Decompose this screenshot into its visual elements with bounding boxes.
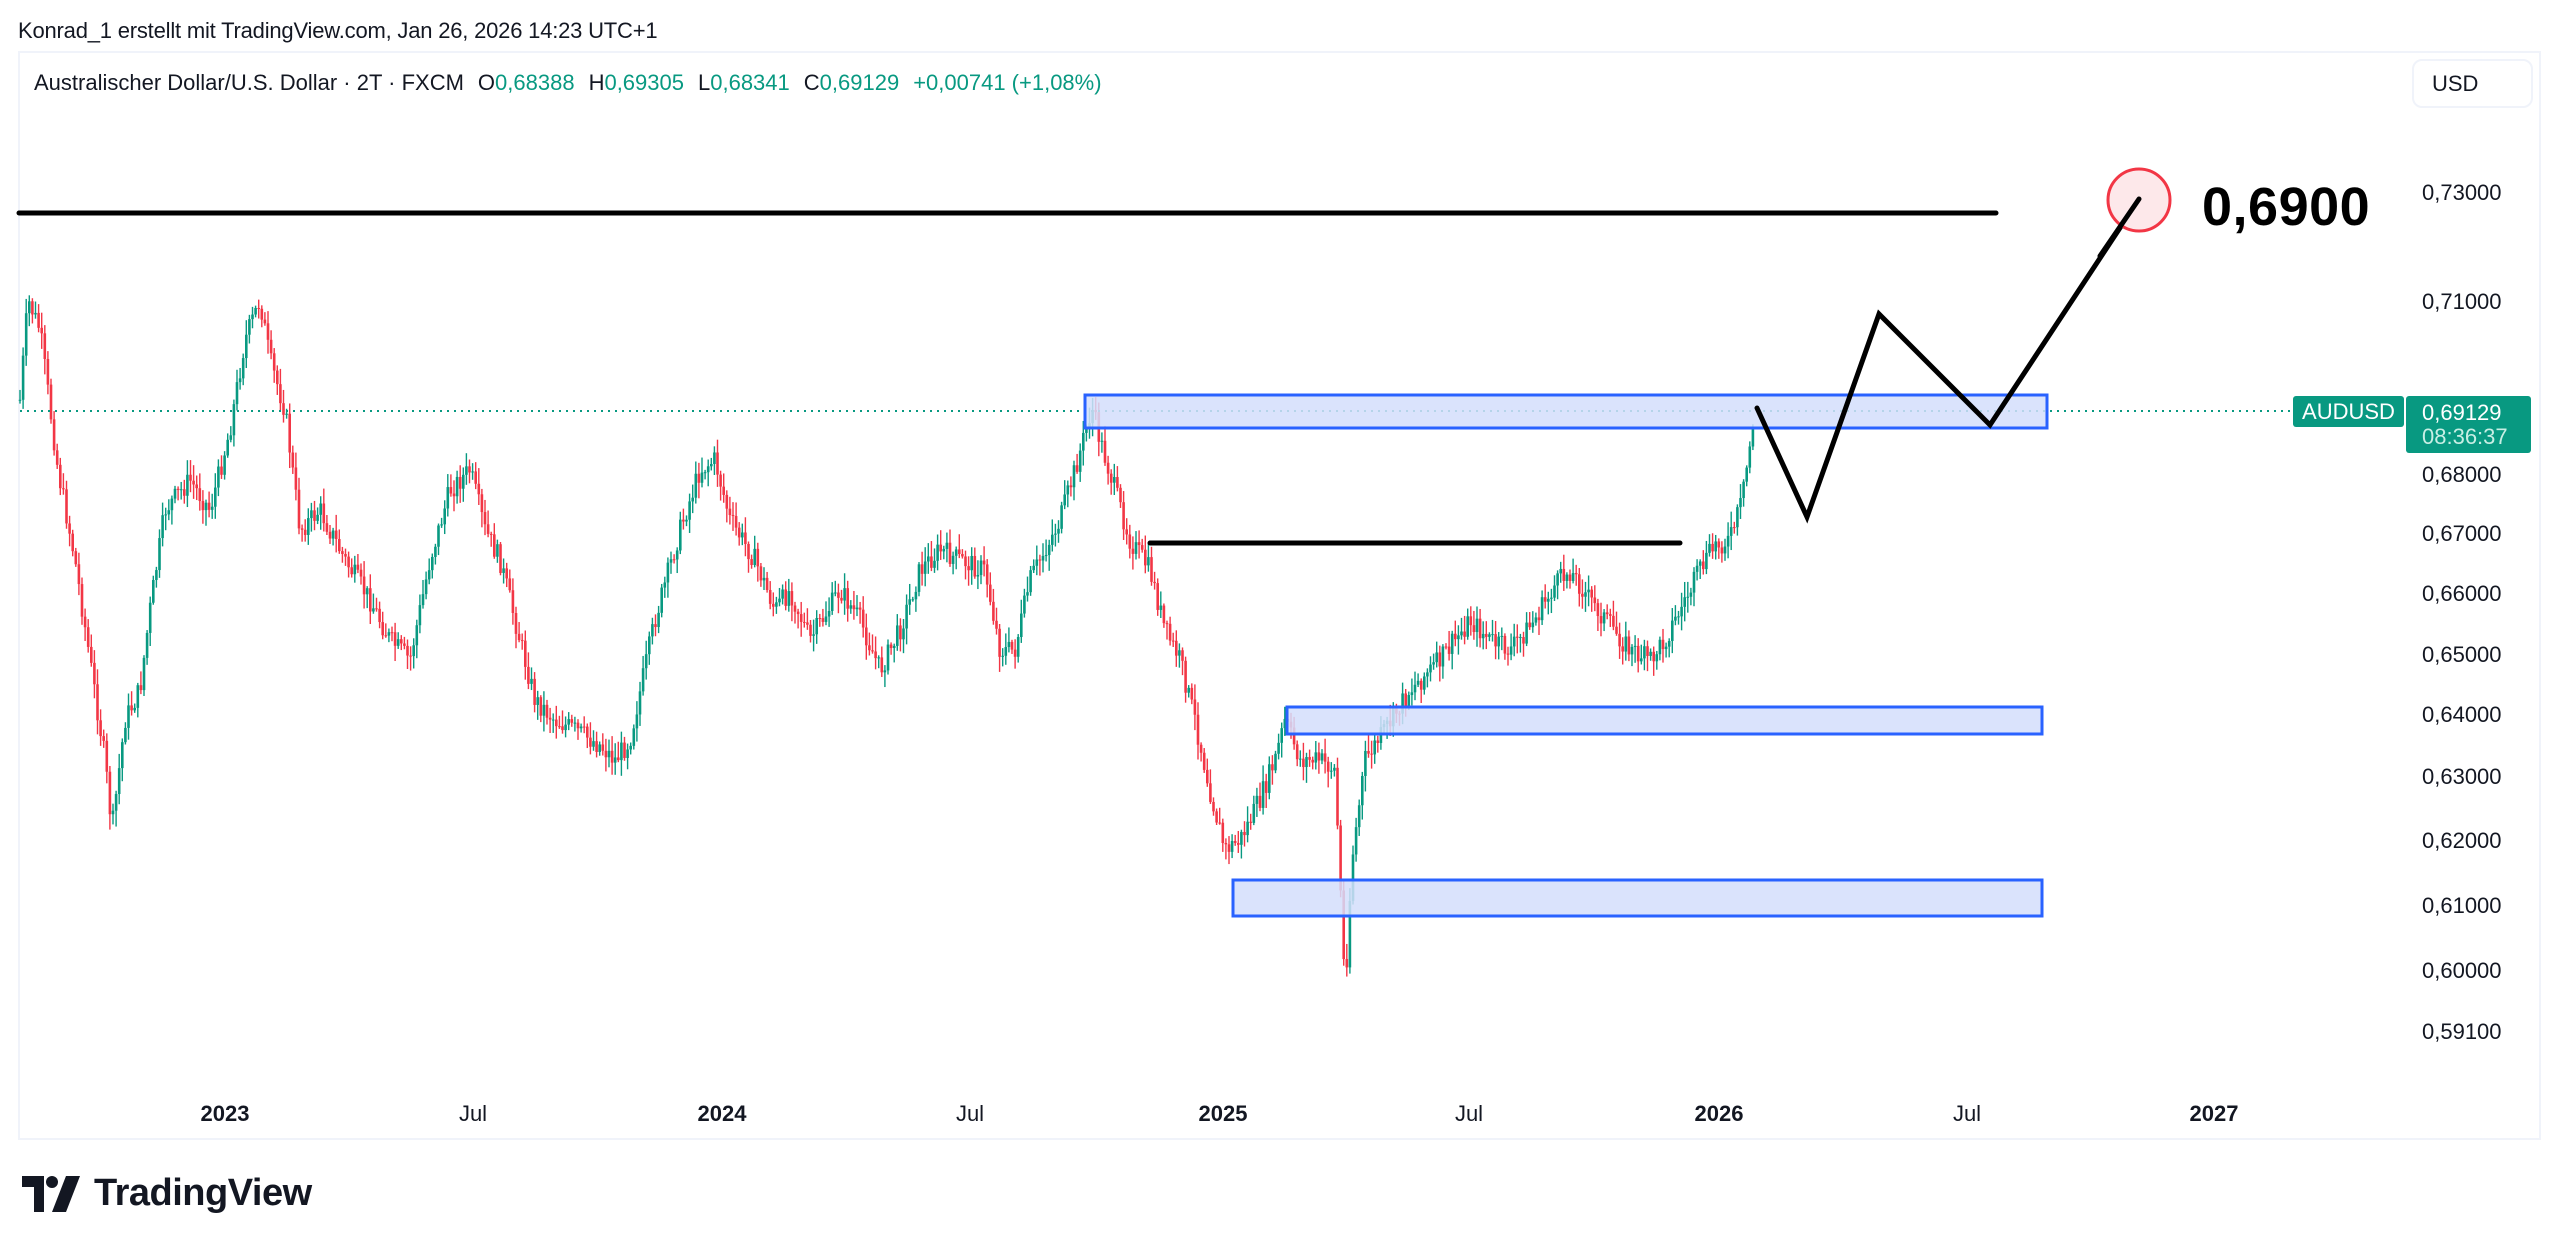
- last-price-tag: 0,69129 08:36:37: [2406, 396, 2531, 453]
- time-axis-label: Jul: [1952, 1101, 1982, 1126]
- price-axis-label: 0,64000: [2422, 702, 2502, 727]
- price-axis-label: 0,61000: [2422, 893, 2502, 918]
- price-axis-label: 0,60000: [2422, 958, 2502, 983]
- time-axis-label: 2026: [1694, 1101, 1744, 1126]
- open-label: O: [477, 70, 496, 95]
- time-axis-label: Jul: [1454, 1101, 1484, 1126]
- close-label: C: [803, 70, 820, 95]
- resistance-zone[interactable]: [1083, 393, 2049, 430]
- chart-credit: Konrad_1 erstellt mit TradingView.com, J…: [18, 18, 658, 43]
- price-axis-label: 0,59100: [2422, 1019, 2502, 1044]
- time-axis-label: 2027: [2189, 1101, 2239, 1126]
- high-label: H: [588, 70, 605, 95]
- tradingview-logo-text: TradingView: [94, 1172, 312, 1214]
- projection-path[interactable]: [1754, 196, 2142, 524]
- price-axis-label: 0,63000: [2422, 764, 2502, 789]
- symbol-legend: Australischer Dollar/U.S. Dollar · 2T · …: [34, 70, 1102, 96]
- price-axis-label: 0,66000: [2422, 581, 2502, 606]
- time-axis-label: Jul: [458, 1101, 488, 1126]
- change-value: +0,00741 (+1,08%): [913, 70, 1102, 95]
- low-label: L: [697, 70, 711, 95]
- price-axis-label: 0,67000: [2422, 521, 2502, 546]
- last-price-value: 0,69129: [2422, 399, 2502, 425]
- price-axis-label: 0,68000: [2422, 462, 2502, 487]
- tradingview-logo[interactable]: TradingView: [22, 1172, 312, 1215]
- price-axis-label: 0,73000: [2422, 180, 2502, 205]
- chart-frame: [18, 51, 2541, 1140]
- bar-countdown: 08:36:37: [2422, 423, 2508, 449]
- time-axis-label: 2025: [1198, 1101, 1248, 1126]
- open-value: 0,68388: [495, 70, 575, 95]
- low-value: 0,68341: [710, 70, 790, 95]
- price-axis-label: 0,62000: [2422, 828, 2502, 853]
- time-axis-label: 2024: [697, 1101, 747, 1126]
- tradingview-logo-icon: [22, 1175, 80, 1212]
- currency-button[interactable]: USD: [2412, 59, 2533, 108]
- time-axis-label: Jul: [955, 1101, 985, 1126]
- price-axis-label: 0,71000: [2422, 289, 2502, 314]
- symbol-description: Australischer Dollar/U.S. Dollar · 2T · …: [34, 70, 464, 95]
- price-axis-label: 0,65000: [2422, 642, 2502, 667]
- target-price-label[interactable]: 0,6900: [2202, 177, 2371, 237]
- support-zone-lower[interactable]: [1231, 878, 2044, 918]
- high-value: 0,69305: [604, 70, 684, 95]
- time-axis-label: 2023: [200, 1101, 250, 1126]
- support-zone-upper[interactable]: [1285, 705, 2044, 736]
- symbol-price-tag: AUDUSD: [2293, 396, 2404, 427]
- candlestick-series: [18, 295, 1755, 977]
- close-value: 0,69129: [819, 70, 900, 95]
- projection-tip: [2097, 196, 2142, 259]
